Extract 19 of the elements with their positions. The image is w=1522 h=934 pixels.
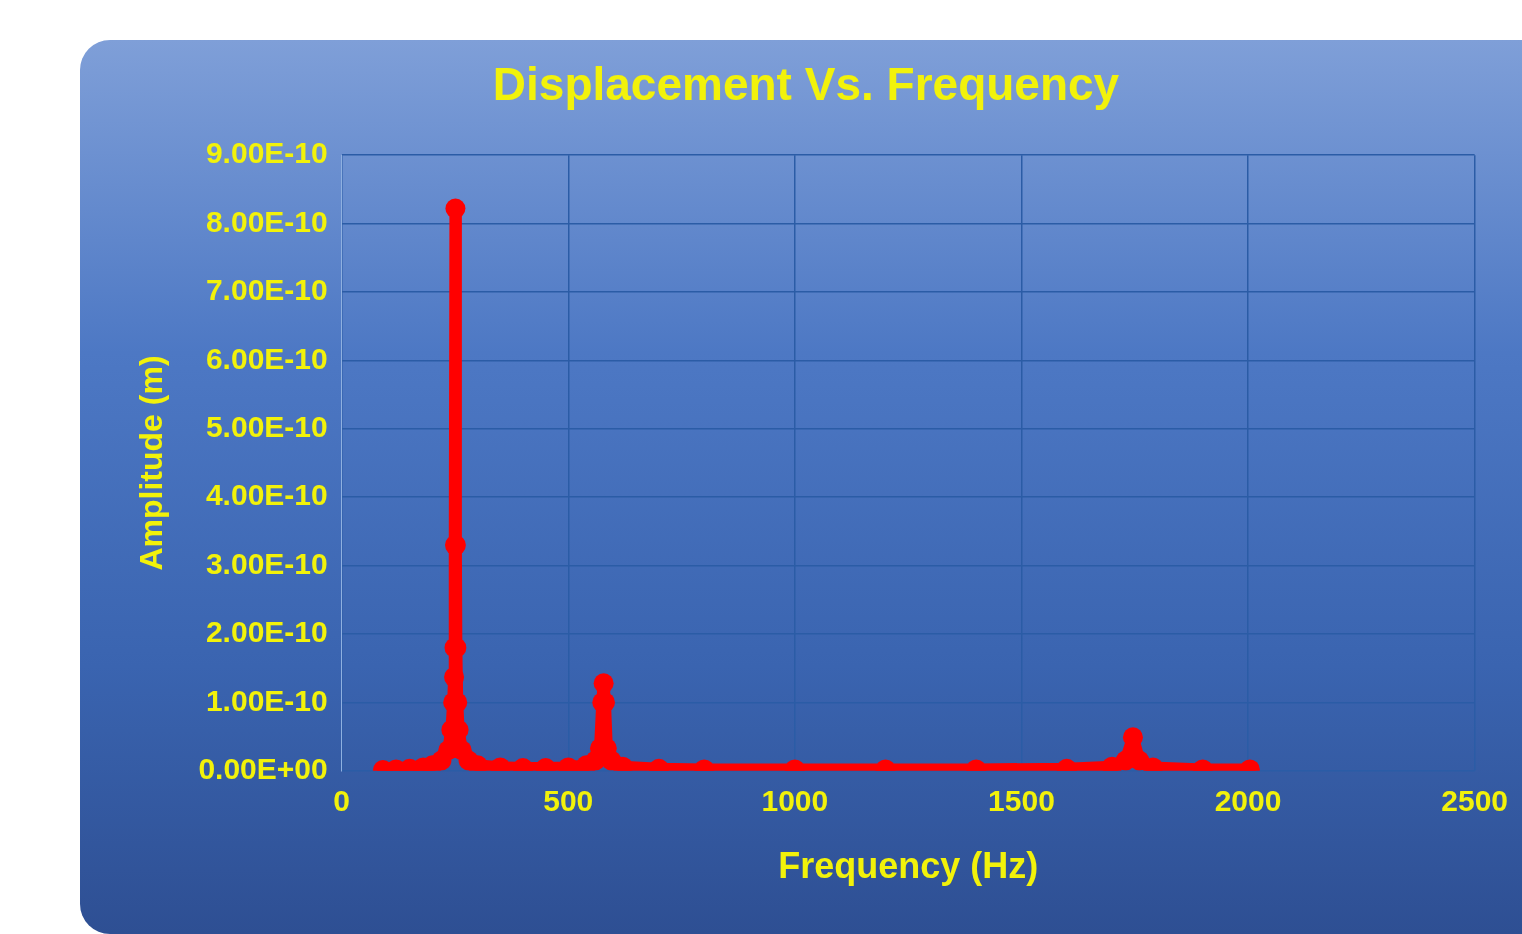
x-tick-label: 0 <box>333 784 351 818</box>
x-axis-title: Frequency (Hz) <box>778 845 1039 887</box>
y-tick-label: 0.00E+00 <box>198 752 328 786</box>
x-tick-label: 2000 <box>1214 784 1282 818</box>
y-axis-title: Amplitude (m) <box>133 355 170 571</box>
y-tick-label: 9.00E-10 <box>205 136 328 170</box>
y-tick-label: 4.00E-10 <box>205 478 328 512</box>
y-tick-label: 7.00E-10 <box>205 273 328 307</box>
y-tick-label: 1.00E-10 <box>205 683 328 717</box>
y-tick-label: 2.00E-10 <box>205 615 328 649</box>
x-tick-label: 1500 <box>988 784 1055 818</box>
y-tick-label: 8.00E-10 <box>205 204 328 238</box>
x-tick-label: 2500 <box>1441 784 1509 818</box>
y-tick-label: 3.00E-10 <box>205 546 328 580</box>
y-tick-label: 6.00E-10 <box>205 341 328 375</box>
x-tick-label: 500 <box>543 784 594 818</box>
y-tick-label: 5.00E-10 <box>205 410 328 444</box>
chart-title: Displacement Vs. Frequency <box>492 58 1120 111</box>
x-tick-label: 1000 <box>761 784 829 818</box>
